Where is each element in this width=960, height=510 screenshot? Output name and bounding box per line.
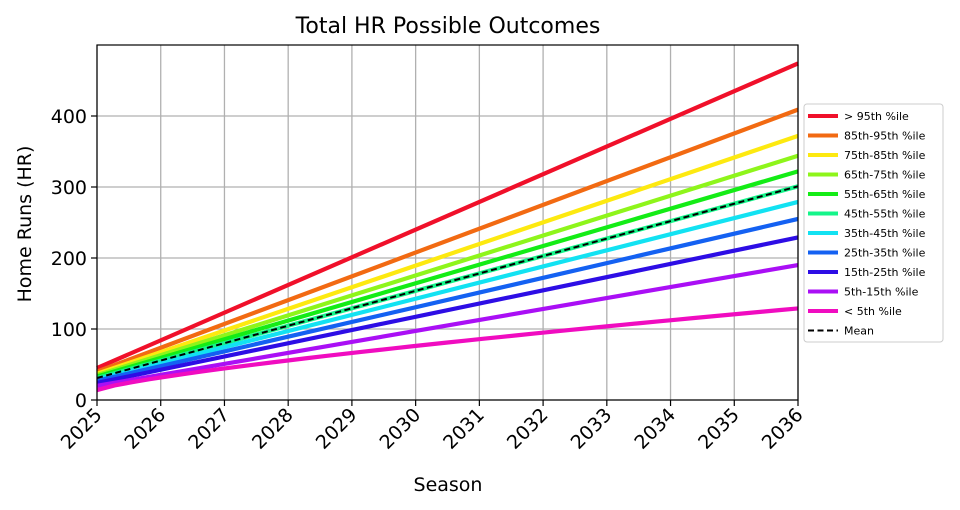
- series-line-2: [96, 133, 799, 376]
- x-tick-label: 2035: [694, 404, 744, 454]
- plot-frame: [96, 44, 799, 401]
- legend-label-0: > 95th %ile: [844, 110, 909, 123]
- y-tick-label: 100: [51, 319, 87, 341]
- x-tick-label: 2030: [375, 404, 425, 454]
- legend-label-3: 65th-75th %ile: [844, 169, 926, 182]
- x-tick-label: 2033: [567, 404, 617, 454]
- y-axis-label: Home Runs (HR): [14, 146, 36, 303]
- y-tick-label: 400: [51, 106, 87, 128]
- x-tick-label: 2031: [439, 404, 489, 454]
- series-line-1: [96, 107, 799, 374]
- y-tick-label: 200: [51, 248, 87, 270]
- legend-label-4: 55th-65th %ile: [844, 188, 926, 201]
- chart-title: Total HR Possible Outcomes: [295, 14, 601, 39]
- legend-label-10: < 5th %ile: [844, 305, 902, 318]
- x-tick-label: 2034: [630, 404, 680, 454]
- series-line-9: [96, 263, 799, 388]
- y-tick-label: 0: [75, 390, 87, 412]
- legend-label-2: 75th-85th %ile: [844, 149, 926, 162]
- x-tick-label: 2029: [312, 404, 362, 454]
- series-line-10: [96, 306, 799, 393]
- series-line-6: [96, 199, 799, 382]
- series-line-3: [96, 153, 799, 378]
- x-tick-label: 2032: [503, 404, 553, 454]
- series-line-7: [96, 216, 799, 383]
- x-axis-ticks: 2025 2026 2027 2028 2029 2030 2031 2032 2033 2034…: [57, 400, 808, 454]
- x-tick-label: 2028: [248, 404, 298, 454]
- x-axis-label: Season: [414, 474, 483, 496]
- series-lines: [96, 61, 799, 393]
- legend-label-11: Mean: [844, 325, 874, 338]
- legend-label-6: 35th-45th %ile: [844, 227, 926, 240]
- legend: > 95th %ile 85th-95th %ile 75th-85th %ile 6…: [803, 103, 944, 343]
- series-line-0: [96, 61, 799, 370]
- y-axis-ticks: 0 100 200 300 400: [51, 106, 97, 412]
- legend-label-5: 45th-55th %ile: [844, 208, 926, 221]
- legend-label-8: 15th-25th %ile: [844, 266, 926, 279]
- legend-label-9: 5th-15th %ile: [844, 286, 919, 299]
- legend-label-1: 85th-95th %ile: [844, 130, 926, 143]
- x-tick-label: 2027: [184, 404, 234, 454]
- legend-box: [803, 103, 944, 343]
- series-line-11: [96, 185, 799, 379]
- y-tick-label: 300: [51, 177, 87, 199]
- series-line-8: [96, 235, 799, 386]
- legend-label-7: 25th-35th %ile: [844, 247, 926, 260]
- x-tick-label: 2036: [758, 404, 808, 454]
- x-tick-label: 2026: [121, 404, 171, 454]
- series-line-4: [96, 169, 799, 379]
